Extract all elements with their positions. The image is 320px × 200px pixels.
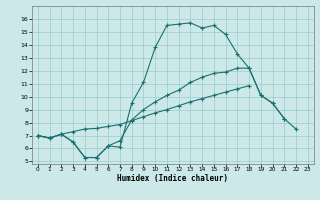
X-axis label: Humidex (Indice chaleur): Humidex (Indice chaleur) bbox=[117, 174, 228, 183]
